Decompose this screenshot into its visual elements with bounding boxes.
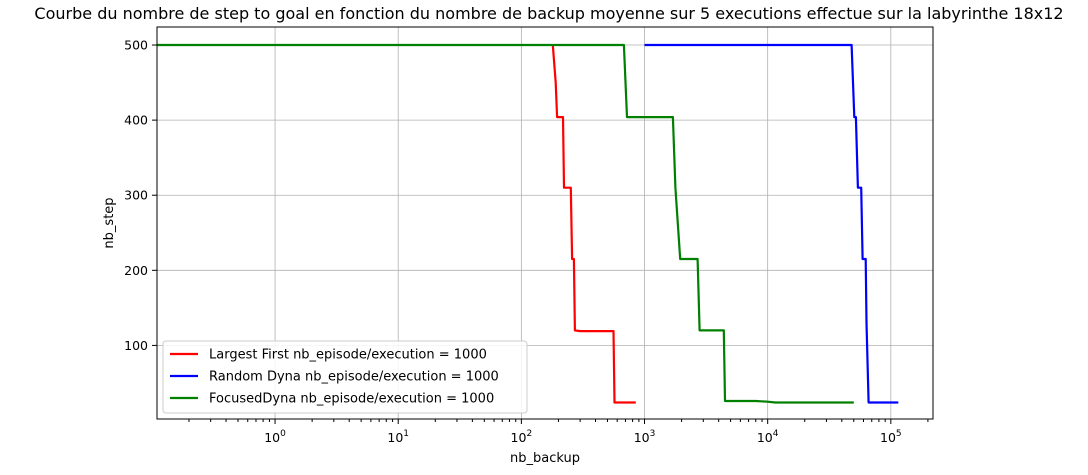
plot-frame xyxy=(156,26,934,420)
legend-label-3: FocusedDyna nb_episode/execution = 1000 xyxy=(209,392,494,407)
series-lines xyxy=(157,43,899,404)
y-tick-label: 300 xyxy=(124,188,148,203)
legend: Largest First nb_episode/execution = 100… xyxy=(162,340,528,414)
series-line-3 xyxy=(157,43,854,404)
y-axis-label: nb_step xyxy=(102,197,117,248)
legend-label-2: Random Dyna nb_episode/execution = 1000 xyxy=(209,370,499,385)
series-line-1 xyxy=(551,44,636,404)
x-tick-label: 102 xyxy=(511,429,533,445)
x-tick-label: 100 xyxy=(264,429,286,445)
x-axis: 100 101 102 103 104 105 xyxy=(188,419,929,445)
y-tick-label: 100 xyxy=(124,338,148,353)
x-tick-label: 105 xyxy=(880,429,902,445)
x-axis-label: nb_backup xyxy=(510,451,580,466)
legend-box xyxy=(162,340,528,414)
y-axis: 100 200 300 400 500 xyxy=(124,38,157,353)
chart-title: Courbe du nombre de step to goal en fonc… xyxy=(34,4,1063,23)
series-line-2 xyxy=(644,43,899,404)
x-tick-label: 104 xyxy=(757,429,779,445)
y-tick-label: 200 xyxy=(124,263,148,278)
y-tick-label: 500 xyxy=(124,38,148,53)
x-tick-label: 101 xyxy=(387,429,409,445)
y-tick-label: 400 xyxy=(124,113,148,128)
legend-label-1: Largest First nb_episode/execution = 100… xyxy=(209,348,487,363)
x-tick-label: 103 xyxy=(634,429,656,445)
